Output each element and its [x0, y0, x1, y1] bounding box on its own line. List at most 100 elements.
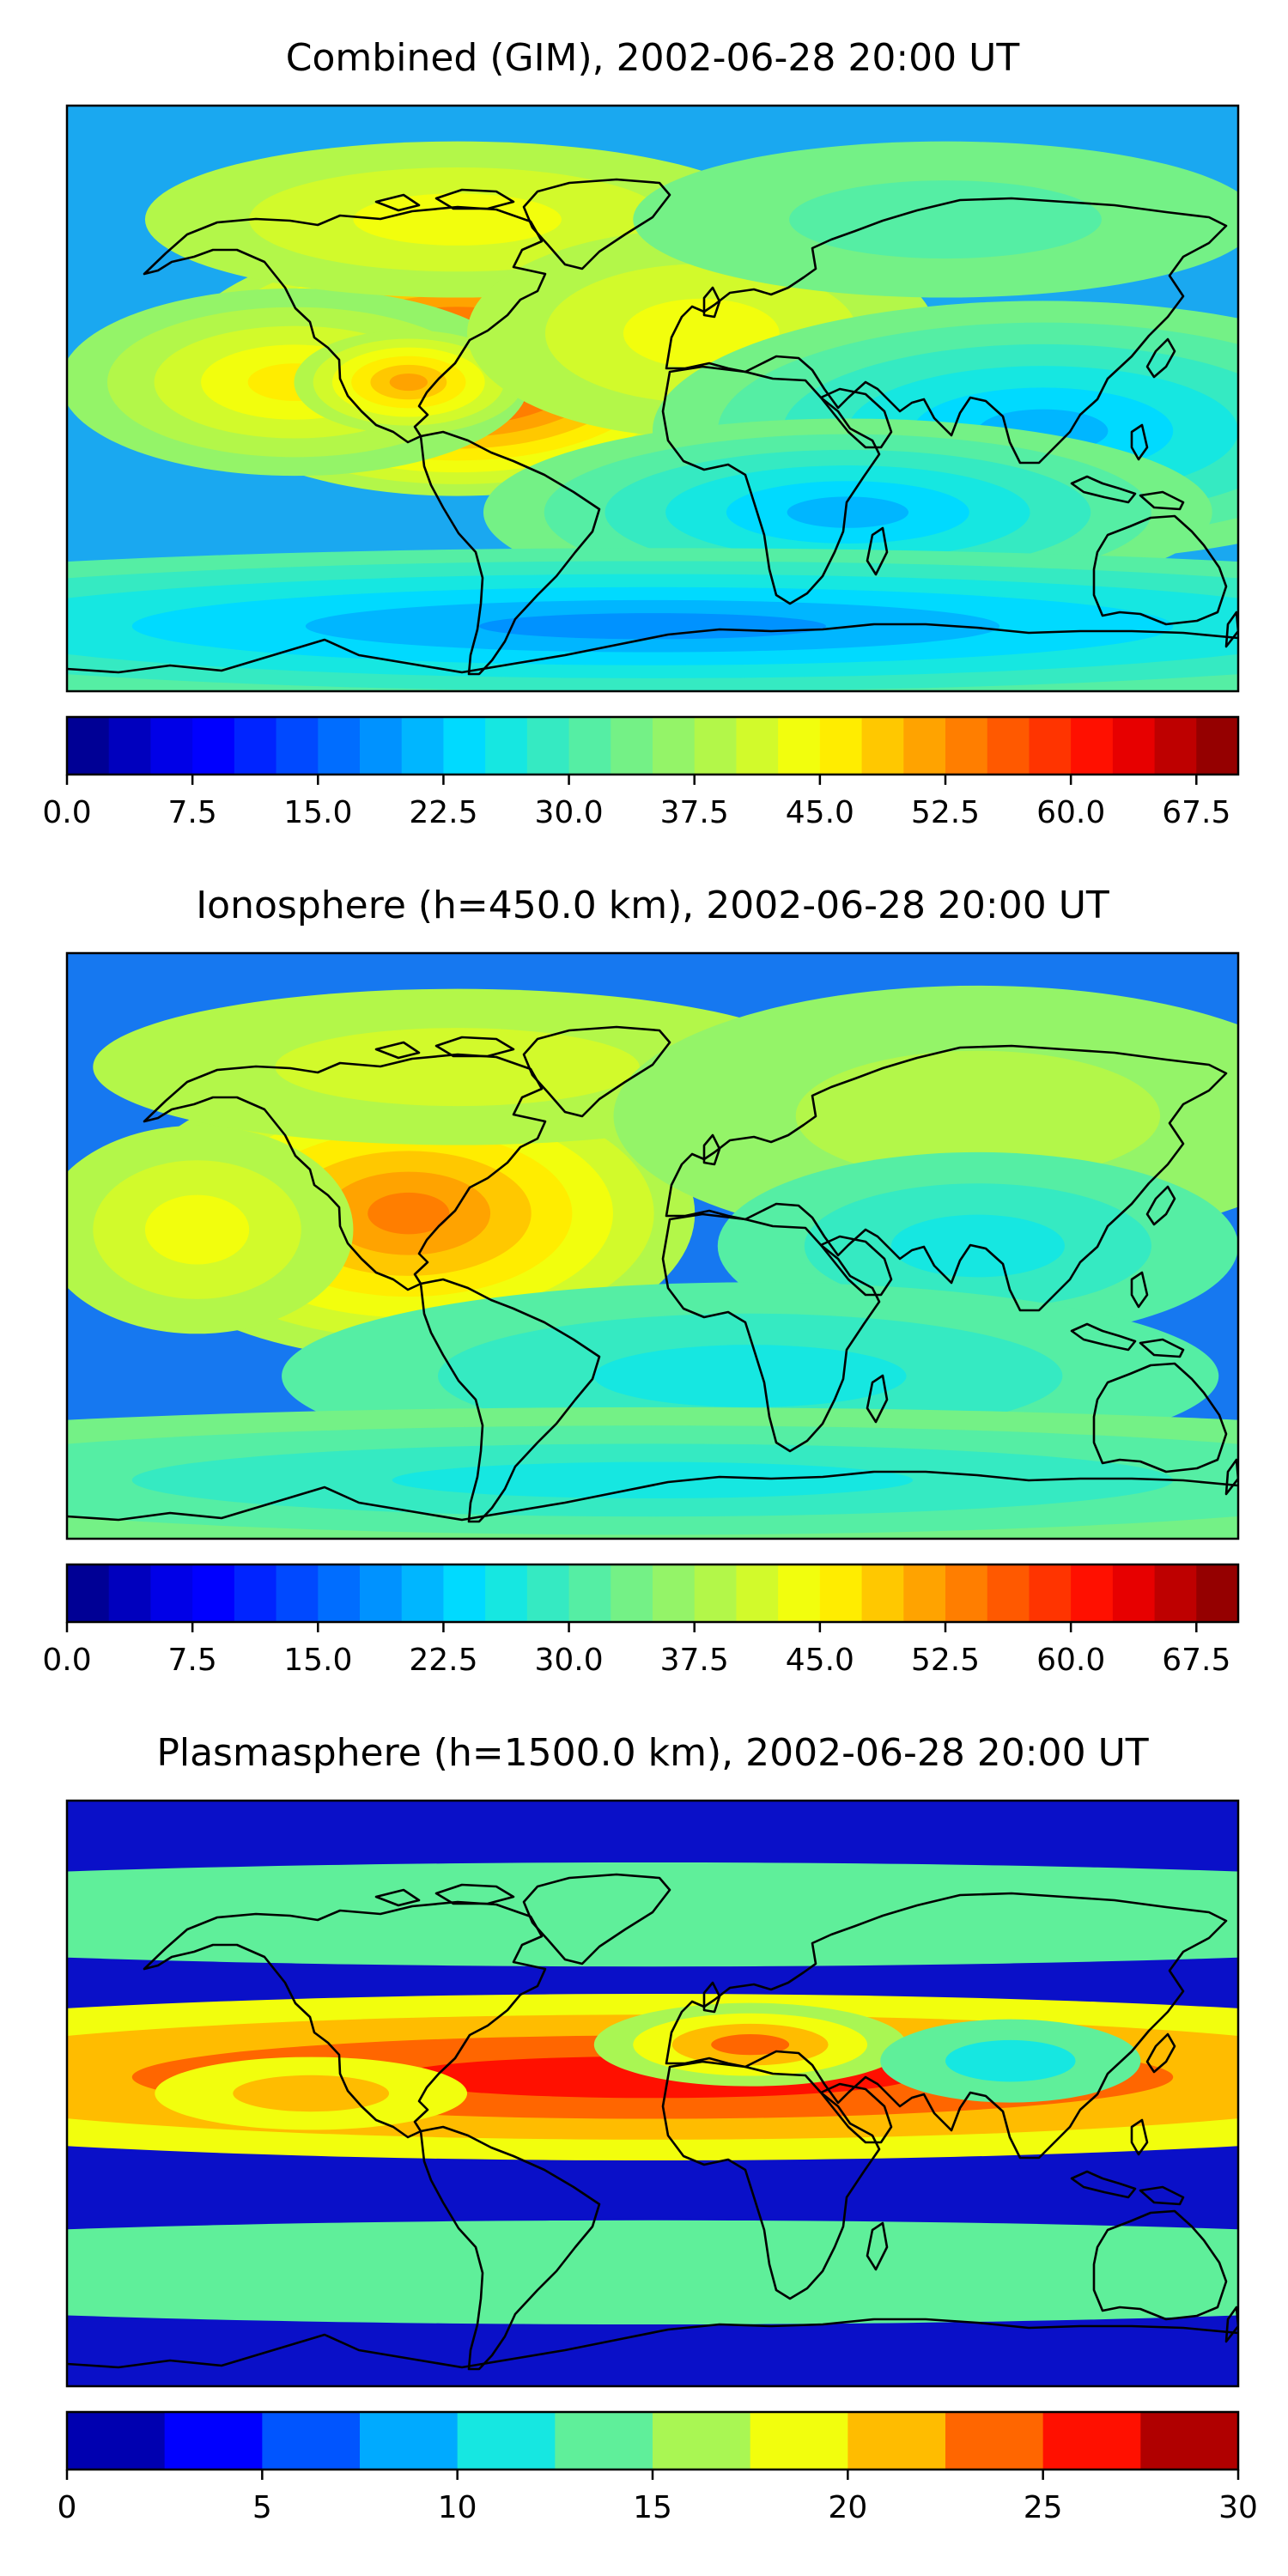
colorbar-cell [1071, 1564, 1114, 1622]
colorbar-cell [736, 717, 779, 775]
colorbar-tick-label: 7.5 [168, 1643, 217, 1678]
contour-region [789, 180, 1102, 259]
colorbar-tick-label: 0 [58, 2490, 77, 2525]
colorbar-tick-label: 30.0 [534, 795, 603, 830]
colorbar-cell [457, 2412, 556, 2470]
colorbar-cell [987, 1564, 1030, 1622]
colorbar-cell [526, 1564, 570, 1622]
colorbar-cell [861, 717, 904, 775]
colorbar-cell [360, 1564, 403, 1622]
contour-region [144, 1194, 250, 1265]
colorbar-cell [1029, 1564, 1072, 1622]
colorbar-cell [67, 1564, 110, 1622]
colorbar-tick-label: 45.0 [786, 1643, 854, 1678]
colorbar-cell [819, 717, 863, 775]
colorbar-tick-label: 0.0 [42, 1643, 91, 1678]
colorbar-cell [67, 717, 110, 775]
colorbar-cell [485, 1564, 528, 1622]
map-plot [65, 1799, 1240, 2388]
colorbar-cell [555, 2412, 653, 2470]
colorbar-cell [234, 1564, 277, 1622]
colorbar: 0.0 7.5 15.0 22.5 30.0 37.5 45.0 52.5 60.0 67.5 [42, 715, 1240, 830]
colorbar-cell [653, 2412, 751, 2470]
colorbar-tick-label: 15.0 [283, 795, 352, 830]
colorbar-cell [903, 717, 946, 775]
colorbar-tick-label: 20 [828, 2490, 867, 2525]
colorbar-cell [848, 2412, 946, 2470]
contour-region [389, 373, 428, 392]
colorbar-cell [611, 1564, 653, 1622]
colorbar-tick-label: 7.5 [168, 795, 217, 830]
colorbar: 0 5 10 15 20 25 30 [58, 2410, 1258, 2525]
contour-region [275, 1028, 640, 1107]
colorbar-cell [401, 717, 445, 775]
colorbar-cell [108, 1564, 152, 1622]
colorbar-cell [67, 2412, 166, 2470]
colorbar-cell [694, 717, 738, 775]
colorbar-tick-label: 37.5 [660, 1643, 729, 1678]
colorbar-tick-label: 45.0 [786, 795, 854, 830]
colorbar-cell [1196, 1564, 1239, 1622]
colorbar-cell [611, 717, 653, 775]
colorbar-cell [318, 1564, 361, 1622]
colorbar-tick-label: 15 [633, 2490, 672, 2525]
colorbar-cell [150, 1564, 193, 1622]
contour-region [478, 613, 827, 640]
colorbar-cell [150, 717, 193, 775]
panel-plasmasphere: Plasmasphere (h=1500.0 km), 2002-06-28 2… [58, 1731, 1258, 2525]
colorbar-cell [360, 2412, 459, 2470]
colorbar-tick-label: 60.0 [1036, 1643, 1105, 1678]
panel-title: Combined (GIM), 2002-06-28 20:00 UT [286, 36, 1020, 80]
colorbar-cell [276, 1564, 319, 1622]
colorbar-tick-label: 52.5 [911, 1643, 980, 1678]
colorbar-cell [108, 717, 152, 775]
colorbar-cell [819, 1564, 863, 1622]
colorbar-cell [750, 2412, 848, 2470]
colorbar-tick-label: 52.5 [911, 795, 980, 830]
colorbar-cell [443, 1564, 486, 1622]
contour-region [945, 2039, 1076, 2082]
panel-title: Plasmasphere (h=1500.0 km), 2002-06-28 2… [156, 1731, 1148, 1775]
colorbar-cell [778, 1564, 821, 1622]
colorbar-cell [1154, 1564, 1197, 1622]
colorbar-tick-label: 37.5 [660, 795, 729, 830]
contour-region [67, 1862, 1238, 1967]
contour-region [711, 2034, 790, 2056]
colorbar-cell [861, 1564, 904, 1622]
colorbar-cell [568, 717, 611, 775]
map-frame [65, 104, 1240, 693]
colorbar-cell [360, 717, 403, 775]
colorbar-cell [276, 717, 319, 775]
colorbar-cell [778, 717, 821, 775]
colorbar-tick-label: 25 [1024, 2490, 1063, 2525]
colorbar-tick-label: 22.5 [409, 1643, 477, 1678]
colorbar-cell [1029, 717, 1072, 775]
contour-region [67, 2220, 1238, 2324]
colorbar-cell [192, 717, 235, 775]
contour-region [233, 2075, 390, 2112]
colorbar-tick-label: 30 [1218, 2490, 1258, 2525]
colorbar-cell [568, 1564, 611, 1622]
colorbar-cell [945, 2412, 1044, 2470]
colorbar-cell [1042, 2412, 1141, 2470]
colorbar-cell [1112, 1564, 1156, 1622]
colorbar-tick-label: 5 [252, 2490, 272, 2525]
colorbar-cell [401, 1564, 445, 1622]
contour-region [795, 1050, 1161, 1182]
colorbar-cell [736, 1564, 779, 1622]
colorbar-cell [262, 2412, 361, 2470]
map-plot [65, 104, 1240, 693]
panel-title: Ionosphere (h=450.0 km), 2002-06-28 20:0… [196, 884, 1109, 927]
colorbar-cell [903, 1564, 946, 1622]
colorbar-cell [485, 717, 528, 775]
colorbar-cell [443, 717, 486, 775]
colorbar-frame [65, 1563, 1240, 1624]
colorbar-tick-label: 67.5 [1162, 1643, 1230, 1678]
colorbar-cell [1140, 2412, 1239, 2470]
map-frame [65, 951, 1240, 1540]
colorbar-tick-label: 60.0 [1036, 795, 1105, 830]
colorbar-cell [526, 717, 570, 775]
colorbar-cell [945, 717, 988, 775]
colorbar-tick-label: 0.0 [42, 795, 91, 830]
